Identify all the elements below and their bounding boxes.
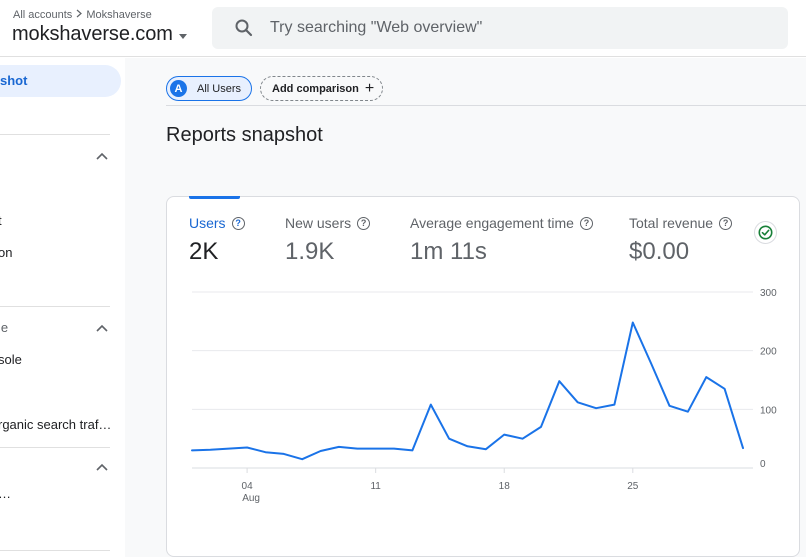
property-name: mokshaverse.com <box>12 23 173 45</box>
x-tick-label: 04 <box>242 481 254 492</box>
x-tick-label: 11 <box>370 481 381 492</box>
y-tick-label: 0 <box>760 459 766 470</box>
data-point[interactable] <box>722 386 728 392</box>
toolbar-divider <box>166 105 806 106</box>
data-point[interactable] <box>740 445 746 451</box>
metric-tab-new-users[interactable]: New users? 1.9K <box>285 215 371 266</box>
y-tick-label: 100 <box>760 405 777 416</box>
data-point[interactable] <box>520 436 526 442</box>
active-tab-indicator <box>189 196 240 199</box>
data-point[interactable] <box>465 443 471 449</box>
data-point[interactable] <box>281 451 287 457</box>
data-point[interactable] <box>336 444 342 450</box>
data-point[interactable] <box>556 378 562 384</box>
data-point[interactable] <box>428 402 434 408</box>
segment-label: All Users <box>197 82 242 95</box>
chevron-up-icon[interactable] <box>96 463 108 471</box>
search-bar[interactable] <box>212 7 788 49</box>
data-point[interactable] <box>299 456 305 462</box>
x-tick-label: 25 <box>627 481 639 492</box>
data-quality-check-icon[interactable] <box>754 221 777 244</box>
data-point[interactable] <box>226 446 232 452</box>
metric-label: Average engagement time <box>410 215 574 231</box>
nav-divider <box>0 447 110 448</box>
data-point[interactable] <box>630 320 636 326</box>
help-icon[interactable]: ? <box>231 216 245 230</box>
metric-label: New users <box>285 215 352 231</box>
overview-card: Users? 2K New users? 1.9K Average engage… <box>166 196 800 557</box>
help-icon[interactable]: ? <box>579 216 593 230</box>
chevron-up-icon[interactable] <box>96 324 108 332</box>
metric-value: 2K <box>189 238 219 265</box>
data-point[interactable] <box>244 444 250 450</box>
metric-value: 1m 11s <box>410 238 487 265</box>
add-comparison-label: Add comparison <box>272 82 359 95</box>
data-point[interactable] <box>373 446 379 452</box>
data-point[interactable] <box>318 448 324 454</box>
chevron-right-icon <box>75 9 83 21</box>
data-point[interactable] <box>685 409 691 415</box>
segment-avatar: A <box>170 80 187 97</box>
data-point[interactable] <box>409 447 415 453</box>
y-tick-label: 300 <box>760 288 777 299</box>
nav-section-header[interactable]: le <box>0 320 9 335</box>
nav-divider <box>0 306 110 307</box>
data-point[interactable] <box>703 374 709 380</box>
breadcrumb-all-accounts[interactable]: All accounts <box>13 9 73 21</box>
data-point[interactable] <box>648 361 654 367</box>
nav-divider <box>0 134 110 135</box>
breadcrumb-account[interactable]: Mokshaverse <box>86 9 152 21</box>
metric-tab-avg-engagement[interactable]: Average engagement time? 1m 11s <box>410 215 593 266</box>
metric-label: Users <box>189 215 226 231</box>
data-point[interactable] <box>446 436 452 442</box>
chevron-up-icon[interactable] <box>96 152 108 160</box>
breadcrumb[interactable]: All accounts Mokshaverse <box>13 9 152 21</box>
metric-value: $0.00 <box>629 238 690 265</box>
nav-item[interactable]: rganic search traf… <box>0 417 112 432</box>
nav-item-reports-snapshot[interactable]: shot <box>0 65 121 97</box>
search-icon <box>235 19 253 37</box>
comparison-bar: A All Users Add comparison + <box>166 76 384 101</box>
main-content: A All Users Add comparison + Reports sna… <box>125 58 806 557</box>
nav-item[interactable]: on <box>0 245 13 260</box>
add-comparison-button[interactable]: Add comparison + <box>260 76 384 101</box>
dropdown-caret-icon <box>178 33 187 39</box>
data-point[interactable] <box>391 446 397 452</box>
data-point[interactable] <box>207 447 213 453</box>
metric-label: Total revenue <box>629 215 714 231</box>
series-line-users[interactable] <box>191 321 744 461</box>
metric-tab-total-revenue[interactable]: Total revenue? $0.00 <box>629 215 733 266</box>
help-icon[interactable]: ? <box>719 216 733 230</box>
y-tick-label: 200 <box>760 347 777 358</box>
nav-item[interactable]: t <box>0 213 2 228</box>
data-point[interactable] <box>189 447 195 453</box>
segment-chip-all-users[interactable]: A All Users <box>166 76 253 101</box>
left-nav: shot t on le sole rganic search traf… … <box>0 58 125 557</box>
metric-value: 1.9K <box>285 238 335 265</box>
data-point[interactable] <box>354 446 360 452</box>
data-point[interactable] <box>262 449 268 455</box>
search-input[interactable] <box>270 19 750 37</box>
data-point[interactable] <box>593 405 599 411</box>
nav-divider <box>0 550 110 551</box>
x-tick-label: 18 <box>499 481 511 492</box>
data-point[interactable] <box>538 424 544 430</box>
nav-item[interactable]: sole <box>0 352 22 367</box>
data-point[interactable] <box>575 399 581 405</box>
metric-tab-users[interactable]: Users? 2K <box>189 215 245 266</box>
data-point[interactable] <box>483 446 489 452</box>
property-selector[interactable]: mokshaverse.com <box>12 23 187 46</box>
data-point[interactable] <box>501 432 507 438</box>
data-point[interactable] <box>611 402 617 408</box>
nav-item[interactable]: … <box>0 486 11 501</box>
data-point[interactable] <box>667 403 673 409</box>
x-tick-sublabel: Aug <box>242 493 260 504</box>
page-title: Reports snapshot <box>166 124 323 146</box>
help-icon[interactable]: ? <box>357 216 371 230</box>
plus-icon: + <box>364 79 375 97</box>
top-header: All accounts Mokshaverse mokshaverse.com <box>0 0 806 57</box>
